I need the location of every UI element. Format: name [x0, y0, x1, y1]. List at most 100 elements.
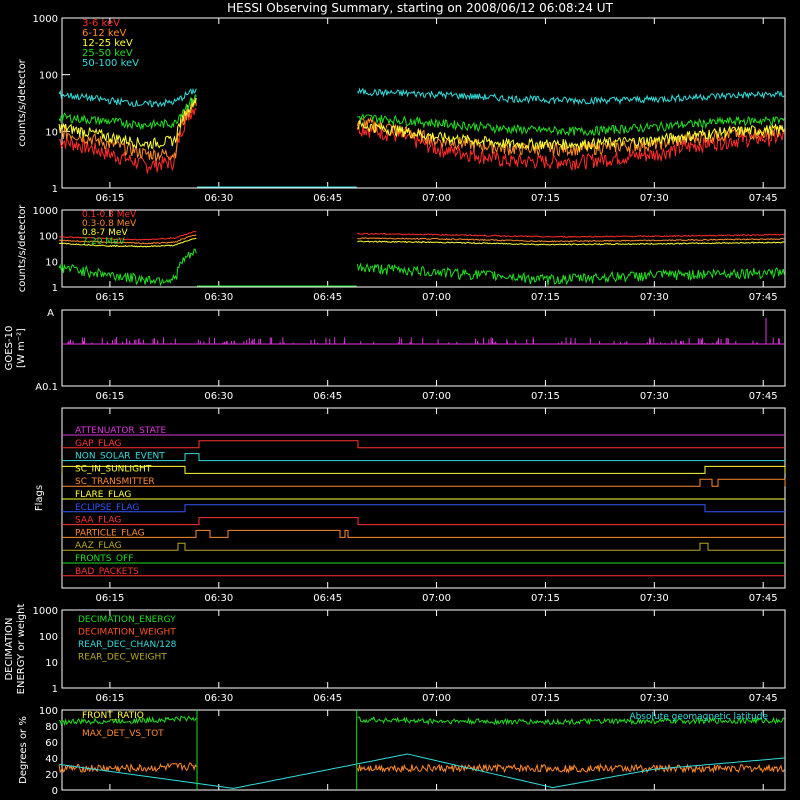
- lowe-series-3: [58, 93, 197, 131]
- lowe-legend-0: 3-6 keV: [82, 18, 120, 29]
- flag-label-3: SC_IN_SUNLIGHT: [75, 464, 152, 474]
- lowe-legend-3: 25-50 keV: [82, 48, 133, 59]
- lowe-legend-4: 50-100 keV: [82, 58, 139, 69]
- ratio-ytick-label-2: 40: [45, 754, 58, 765]
- flag-line-4: [62, 478, 786, 487]
- flag-label-1: GAP_FLAG: [75, 439, 121, 449]
- decim-legend-3: REAR_DEC_WEIGHT: [78, 653, 167, 663]
- flag-line-7: [62, 517, 785, 526]
- ratio-legend-latitude: Absolute geomagnetic latitude: [629, 712, 768, 722]
- lowe-time-label-0: 06:15: [95, 193, 124, 204]
- chart-title: HESSI Observing Summary, starting on 200…: [227, 1, 613, 15]
- highe-time-label-2: 06:45: [313, 292, 342, 303]
- ratio-series-latitude: [59, 753, 786, 789]
- decim-ylabel-2: ENERGY or weight: [16, 604, 27, 695]
- highe-series-3-part-1: [356, 262, 785, 286]
- decim-legend-0: DECIMATION_ENERGY: [78, 615, 176, 625]
- lowe-time-label-2: 06:45: [313, 193, 342, 204]
- highe-series-2: [58, 237, 197, 248]
- lowe-series-2: [58, 97, 197, 151]
- flag-label-0: ATTENUATOR_STATE: [75, 426, 167, 436]
- lowe-ytick-label-0: 1: [52, 184, 58, 195]
- decim-ytick-label-2: 100: [39, 632, 58, 643]
- goes-ybottom-label: A0.1: [35, 382, 58, 393]
- highe-time-label-0: 06:15: [95, 292, 124, 303]
- flag-label-7: SAA_FLAG: [75, 516, 121, 526]
- highe-legend-3: 7-20 MeV: [82, 237, 126, 247]
- goes-time-label-1: 06:30: [204, 391, 233, 402]
- lowe-series-1: [58, 97, 197, 162]
- goes-time-label-4: 07:15: [531, 391, 560, 402]
- flag-line-2: [62, 453, 785, 462]
- flags-ylabel: Flags: [34, 485, 45, 511]
- flags-time-label-4: 07:15: [531, 593, 560, 604]
- highe-ytick-label-2: 100: [39, 232, 58, 243]
- flag-line-1: [62, 440, 785, 449]
- lowe-ylabel: counts/s/detector: [17, 58, 28, 146]
- highe-legend-0: 0.1-0.3 MeV: [82, 210, 137, 220]
- highe-series-2-part-1: [357, 240, 785, 246]
- decim-ytick-label-3: 1000: [33, 606, 58, 617]
- lowe-ytick-label-1: 10: [45, 127, 58, 138]
- decim-frame: [61, 609, 786, 689]
- lowe-time-label-5: 07:30: [640, 193, 669, 204]
- decim-time-label-0: 06:15: [95, 693, 124, 704]
- highe-series-1-part-1: [357, 237, 785, 243]
- highe-time-label-3: 07:00: [422, 292, 451, 303]
- goes-time-label-2: 06:45: [313, 391, 342, 402]
- flag-line-8: [62, 529, 785, 538]
- ratio-ylabel: Degrees or %: [18, 716, 29, 784]
- goes-time-label-5: 07:30: [640, 391, 669, 402]
- decim-time-label-4: 07:15: [531, 693, 560, 704]
- ratio-ytick-label-0: 0: [52, 786, 58, 797]
- highe-series-0-part-1: [357, 232, 785, 238]
- decim-time-label-6: 07:45: [749, 693, 778, 704]
- goes-time-label-6: 07:45: [749, 391, 778, 402]
- lowe-series-0: [58, 107, 197, 174]
- flag-label-11: BAD_PACKETS: [75, 567, 139, 577]
- lowe-legend-1: 6-12 keV: [82, 28, 126, 39]
- ratio-series-front: [58, 715, 197, 727]
- flag-label-4: SC_TRANSMITTER: [75, 477, 155, 487]
- lowe-legend-2: 12-25 keV: [82, 38, 133, 49]
- decim-ytick-label-1: 10: [45, 658, 58, 669]
- highe-series-0: [59, 231, 197, 241]
- lowe-series-4-part-1: [357, 87, 785, 106]
- flag-label-10: FRONTS_OFF: [75, 554, 133, 564]
- ratio-legend-1: MAX_DET_VS_TOT: [82, 729, 164, 739]
- lowe-time-label-6: 07:45: [749, 193, 778, 204]
- goes-time-label-3: 07:00: [422, 391, 451, 402]
- highe-series-1: [58, 234, 197, 245]
- highe-frame: [61, 209, 786, 288]
- goes-time-label-0: 06:15: [95, 391, 124, 402]
- goes-frame: [61, 309, 786, 387]
- flag-line-9: [62, 542, 785, 551]
- ratio-ytick-label-4: 80: [45, 722, 58, 733]
- highe-time-label-5: 07:30: [640, 292, 669, 303]
- lowe-time-label-4: 07:15: [531, 193, 560, 204]
- lowe-frame: [61, 17, 786, 189]
- goes-ylabel-1: GOES-10: [4, 326, 15, 371]
- decim-legend-1: DECIMATION_WEIGHT: [78, 628, 176, 638]
- decim-ytick-label-0: 1: [52, 684, 58, 695]
- ratio-frame: [61, 709, 786, 791]
- highe-ylabel: counts/s/detector: [17, 204, 28, 292]
- decim-time-label-2: 06:45: [313, 693, 342, 704]
- highe-time-label-6: 07:45: [749, 292, 778, 303]
- flags-time-label-5: 07:30: [640, 593, 669, 604]
- ratio-series-maxdet-part-1: [356, 762, 785, 774]
- highe-ytick-label-1: 10: [45, 257, 58, 268]
- decim-ylabel-1: DECIMATION: [4, 617, 15, 680]
- flag-line-3: [61, 465, 786, 474]
- ratio-series-maxdet: [58, 762, 197, 774]
- highe-ytick-label-3: 1000: [33, 206, 58, 217]
- highe-time-label-4: 07:15: [531, 292, 560, 303]
- flag-label-6: ECLIPSE_FLAG: [75, 503, 139, 513]
- highe-time-label-1: 06:30: [204, 292, 233, 303]
- ratio-ytick-label-5: 100: [39, 706, 58, 717]
- lowe-series-1-part-1: [356, 116, 785, 157]
- goes-ytop-label: A: [47, 308, 54, 319]
- highe-legend-2: 0.8-7 MeV: [82, 228, 128, 238]
- lowe-ytick-label-2: 100: [39, 71, 58, 82]
